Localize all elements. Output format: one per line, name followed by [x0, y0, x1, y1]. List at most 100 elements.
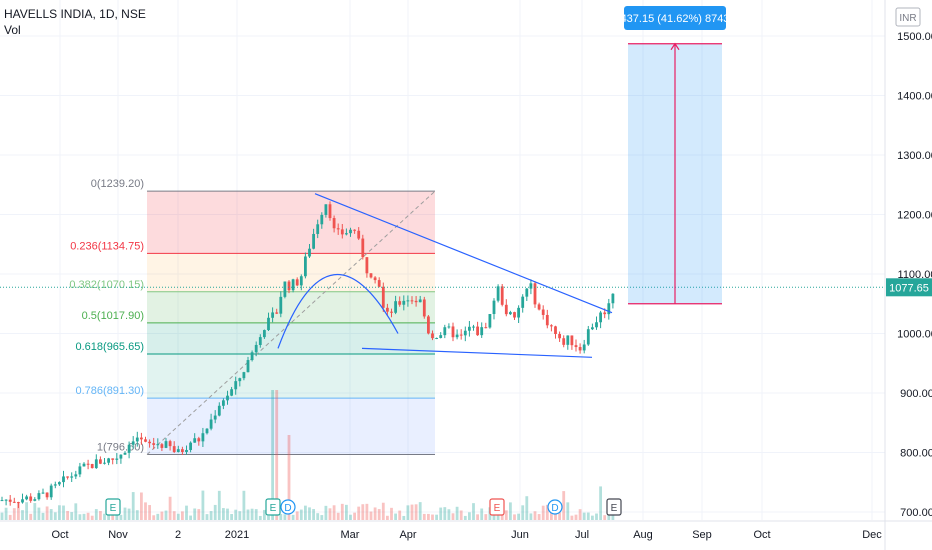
volume-bar	[336, 512, 340, 520]
candle-body	[377, 280, 381, 287]
candle-body	[484, 327, 488, 329]
volume-bar	[168, 496, 172, 520]
candlesticks	[0, 201, 615, 509]
price-tick-label: 700.00	[900, 507, 932, 519]
fibonacci-retracement[interactable]: 0(1239.20) 0.236(1134.75) 0.382(1070.15) 0.…	[69, 178, 436, 456]
candle-body	[0, 500, 4, 502]
volume-bar	[0, 512, 4, 520]
volume-bar	[156, 513, 160, 520]
candle-body	[90, 464, 94, 469]
time-tick-label: Jun	[511, 529, 529, 541]
candle-body	[451, 326, 455, 338]
volume-bar	[152, 515, 156, 520]
price-tick-label: 1500.00	[897, 31, 932, 43]
volume-bars	[0, 390, 615, 520]
volume-bar	[332, 505, 336, 520]
volume-bar	[99, 511, 102, 520]
volume-bar	[484, 514, 488, 520]
candle-body	[25, 496, 28, 500]
dividend-icon[interactable]	[547, 499, 563, 515]
event-letter: E	[110, 503, 117, 514]
candle-body	[541, 309, 545, 315]
volume-bar	[90, 515, 94, 520]
event-letter: E	[494, 503, 501, 514]
candle-body	[500, 286, 504, 305]
time-tick-label: Apr	[399, 529, 416, 541]
candle-body	[414, 300, 418, 303]
volume-bar	[246, 509, 250, 520]
volume-bar	[172, 511, 176, 520]
volume-bar	[570, 515, 574, 520]
candle-body	[226, 395, 229, 401]
time-tick-label: Oct	[51, 529, 68, 541]
volume-bar	[582, 512, 586, 520]
volume-bar	[586, 512, 590, 520]
volume-bar	[340, 503, 344, 520]
candle-body	[144, 439, 147, 442]
candle-body	[119, 454, 123, 459]
candle-body	[49, 485, 53, 498]
volume-bar	[295, 511, 299, 520]
dividend-icon[interactable]	[280, 499, 296, 515]
candle-body	[254, 344, 258, 353]
candle-body	[443, 327, 447, 336]
candle-body	[308, 248, 311, 257]
volume-bar	[390, 507, 393, 520]
volume-bar	[291, 514, 295, 520]
rounding-top-arc[interactable]	[277, 274, 399, 349]
volume-bar	[29, 513, 33, 520]
earnings-icon[interactable]	[606, 498, 622, 516]
earnings-icon[interactable]	[489, 498, 505, 516]
candle-body	[263, 330, 266, 338]
candle-body	[566, 335, 570, 345]
volume-bar	[17, 502, 20, 520]
candle-body	[238, 378, 242, 382]
price-range-measure[interactable]: 437.15 (41.62%) 8743	[621, 6, 730, 305]
volume-bar	[123, 507, 127, 520]
currency-badge[interactable]	[895, 7, 921, 27]
descending-trendline[interactable]	[314, 193, 613, 314]
volume-bar	[119, 514, 123, 520]
volume-label[interactable]: Vol	[4, 23, 21, 37]
current-price-tag	[886, 278, 932, 297]
candle-body	[488, 314, 492, 328]
volume-bar	[201, 490, 205, 520]
volume-bar	[94, 509, 98, 520]
candle-body	[533, 283, 537, 305]
time-axis[interactable]: Oct Nov 2 2021 Mar Apr Jun Jul Aug Sep Oct Dec	[0, 520, 932, 541]
volume-bar	[422, 513, 426, 520]
candle-body	[554, 326, 557, 335]
volume-bar	[451, 513, 455, 520]
volume-bar	[242, 490, 246, 520]
volume-bar	[267, 515, 270, 520]
trend-drawings[interactable]	[0, 193, 885, 358]
volume-bar	[418, 502, 422, 520]
support-trendline[interactable]	[361, 347, 593, 358]
volume-bar	[222, 508, 225, 520]
earnings-icon[interactable]	[105, 498, 121, 516]
candle-body	[431, 333, 434, 339]
candle-body	[447, 326, 451, 328]
candle-body	[386, 307, 389, 312]
volume-bar	[406, 505, 410, 520]
candle-body	[37, 493, 41, 500]
candle-body	[304, 256, 307, 277]
time-tick-label: Dec	[862, 529, 882, 541]
volume-bar	[541, 505, 545, 520]
volume-bar	[533, 511, 537, 520]
price-axis[interactable]: INR1500.001400.001300.001200.001100.0010…	[884, 0, 932, 550]
candle-body	[111, 458, 115, 460]
volume-bar	[250, 508, 254, 520]
volume-bar	[164, 510, 168, 520]
volume-bar	[316, 513, 320, 520]
earnings-icon[interactable]	[265, 498, 281, 516]
candle-body	[582, 344, 586, 351]
fib-band	[147, 191, 435, 254]
candle-body	[135, 437, 139, 442]
symbol-title[interactable]: HAVELLS INDIA, 1D, NSE	[4, 7, 146, 21]
candle-body	[525, 288, 529, 297]
candle-body	[230, 389, 233, 396]
candle-body	[373, 277, 377, 281]
